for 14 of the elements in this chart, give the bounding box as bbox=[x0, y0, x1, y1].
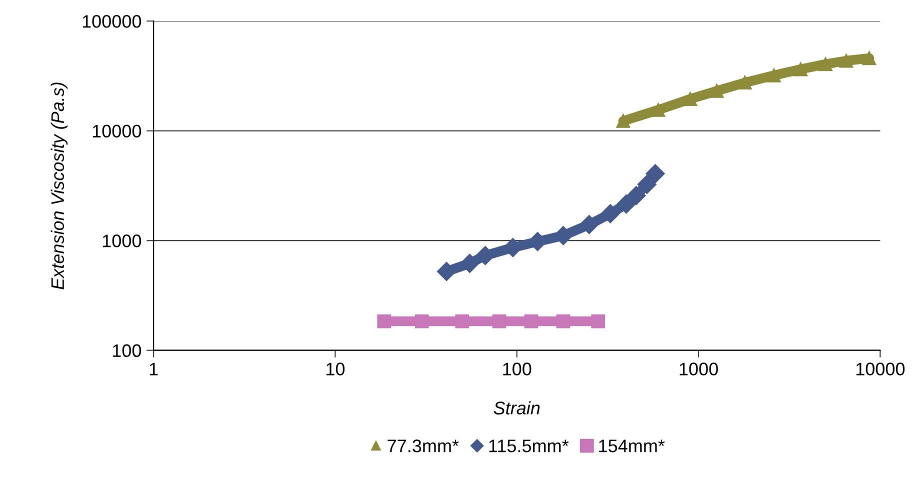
x-tick-label: 1 bbox=[150, 362, 158, 376]
y-tick-label: 10000 bbox=[92, 124, 142, 138]
x-tick-label: 1000 bbox=[680, 362, 718, 376]
x-tick-label: 10 bbox=[326, 362, 345, 376]
x-axis-title: Strain bbox=[494, 401, 540, 414]
y-tick-label: 100000 bbox=[82, 15, 142, 28]
legend-label: 115.5mm* bbox=[489, 440, 569, 452]
legend-label: 154mm* bbox=[599, 440, 665, 452]
y-tick-label: 100 bbox=[113, 344, 142, 358]
x-tick-label: 10000 bbox=[856, 362, 905, 376]
y-axis-title: Extension Viscosity (Pa.s) bbox=[50, 82, 68, 290]
legend-label: 77.3mm* bbox=[388, 440, 459, 452]
x-tick-label: 100 bbox=[503, 362, 532, 376]
y-tick-label: 1000 bbox=[102, 234, 142, 248]
